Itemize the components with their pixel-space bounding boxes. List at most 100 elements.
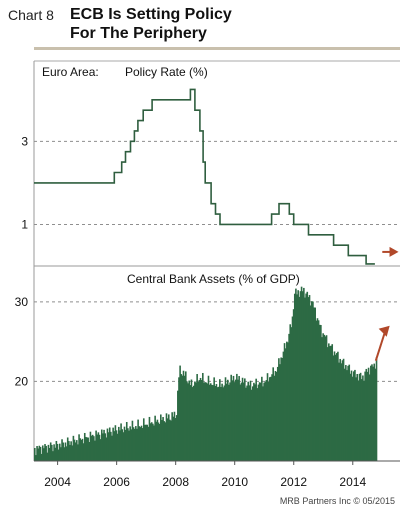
policy-rate-grid: [34, 140, 400, 225]
assets-bar: [80, 439, 83, 461]
assets-bar: [100, 429, 103, 461]
assets-bar: [298, 296, 301, 461]
assets-bar: [207, 375, 210, 461]
assets-bar: [288, 333, 290, 461]
assets-bar: [220, 387, 222, 461]
assets-bar: [41, 445, 44, 461]
assets-bar: [200, 380, 203, 461]
assets-bar: [271, 374, 273, 461]
assets-bar: [314, 307, 316, 461]
policy-rate-tick-label: 1: [21, 217, 28, 231]
assets-bar: [372, 366, 374, 461]
assets-bar: [284, 348, 287, 461]
chart-title-line1: ECB Is Setting Policy: [70, 6, 232, 23]
assets-bar: [366, 371, 369, 461]
assets-bar: [264, 381, 267, 461]
assets-bar: [259, 382, 262, 461]
assets-bar: [128, 430, 130, 461]
assets-bar: [249, 380, 252, 461]
assets-bar: [37, 448, 40, 461]
assets-bar: [62, 442, 64, 461]
assets-bar: [305, 293, 307, 461]
assets-bar: [318, 324, 321, 461]
assets-bars: [34, 286, 378, 461]
assets-bar: [251, 386, 254, 461]
assets-bar: [175, 415, 178, 461]
assets-bar: [348, 364, 351, 461]
x-axis-tick-label: 2010: [221, 475, 248, 489]
assets-bar: [311, 301, 313, 461]
assets-bar: [89, 431, 92, 461]
assets-bar: [110, 431, 112, 461]
assets-bar: [315, 320, 318, 461]
assets-bar: [370, 365, 372, 461]
assets-bar: [82, 443, 85, 461]
assets-bar: [155, 421, 158, 461]
assets-bar: [183, 375, 186, 461]
assets-bar: [276, 366, 279, 461]
assets-bar: [44, 444, 46, 461]
assets-bar: [373, 363, 376, 461]
assets-bar: [135, 426, 137, 461]
assets-bar: [309, 305, 312, 461]
assets-bar: [355, 377, 357, 461]
assets-bar: [133, 428, 136, 461]
assets-bar: [104, 433, 106, 461]
assets-bar: [337, 351, 339, 461]
assets-bar: [323, 334, 326, 461]
assets-bar: [60, 447, 62, 461]
assets-bar: [263, 382, 265, 461]
assets-bar: [332, 355, 335, 461]
assets-bar: [43, 448, 45, 461]
assets-bar: [365, 368, 368, 461]
assets-bar: [253, 382, 255, 461]
assets-bar: [328, 343, 330, 461]
assets-bar: [145, 424, 147, 461]
source-footer: MRB Partners Inc © 05/2015: [279, 496, 395, 506]
assets-bar: [56, 443, 59, 461]
assets-bar: [296, 294, 298, 461]
assets-bar: [221, 383, 223, 461]
policy-rate-y-ticks: 13: [21, 134, 28, 231]
assets-bar: [356, 374, 359, 461]
assets-bar: [363, 380, 365, 461]
assets-bar: [287, 342, 289, 461]
assets-bar: [191, 387, 194, 461]
assets-bar: [105, 437, 108, 461]
assets-bar: [301, 291, 304, 461]
assets-bar: [129, 426, 131, 461]
assets-bar: [152, 423, 154, 461]
assets-bar: [237, 379, 239, 461]
assets-bar: [335, 353, 338, 461]
assets-bar: [38, 445, 41, 461]
assets-bar: [270, 376, 272, 461]
assets-bar: [71, 445, 74, 461]
assets-bar: [346, 370, 348, 461]
assets-bar: [116, 433, 119, 461]
assets-bar: [57, 449, 60, 461]
assets-bar: [233, 382, 236, 461]
assets-bar: [131, 420, 134, 461]
assets-bar: [261, 376, 263, 461]
assets-bar: [209, 383, 212, 461]
assets-bar: [153, 425, 155, 461]
assets-bar: [63, 447, 66, 461]
assets-arrow-shaft: [374, 329, 387, 362]
assets-bar: [136, 428, 138, 461]
assets-bar: [97, 432, 100, 461]
assets-bar: [215, 384, 218, 461]
assets-bar: [343, 368, 346, 461]
assets-bar: [45, 445, 47, 461]
assets-bar: [244, 378, 246, 461]
assets-bar: [52, 451, 54, 461]
assets-bar: [85, 436, 87, 461]
assets-bar: [147, 426, 150, 461]
assets-bar: [206, 383, 209, 461]
assets-bar: [178, 377, 180, 461]
assets-bar: [192, 385, 195, 461]
assets-bar: [219, 379, 221, 461]
assets-bar: [74, 442, 77, 461]
assets-bar: [258, 382, 261, 461]
